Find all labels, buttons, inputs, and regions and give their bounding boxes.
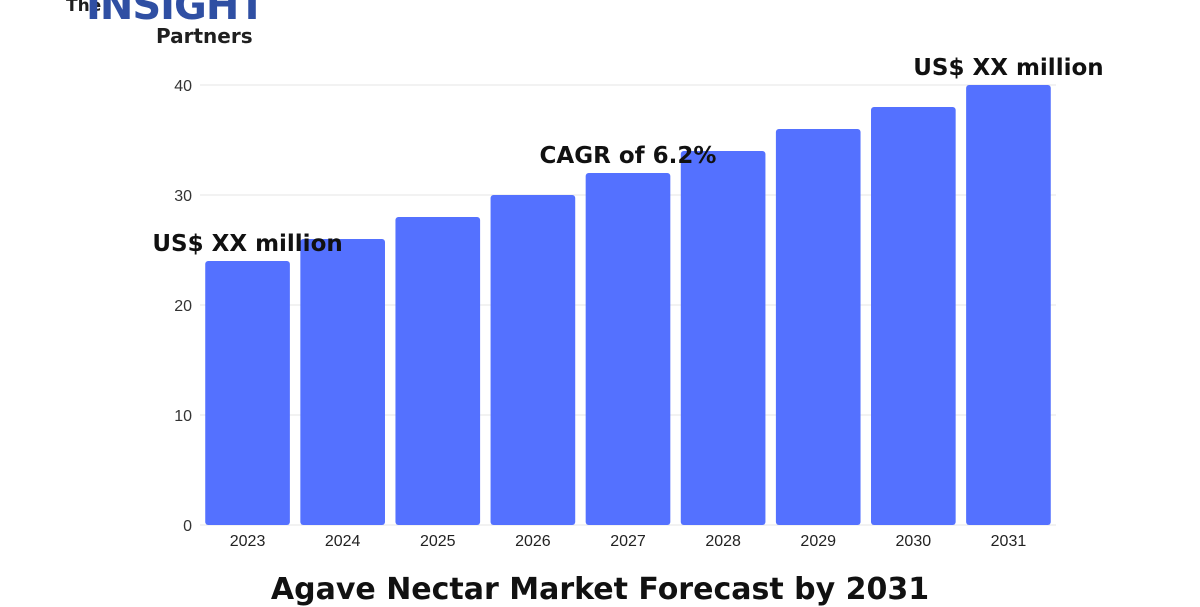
logo-the-text: The (66, 0, 102, 16)
x-tick-label: 2029 (800, 533, 836, 550)
bar-2029 (775, 129, 861, 525)
annotation-label: CAGR of 6.2% (540, 143, 717, 169)
x-axis-ticks: 2023 2024 2025 2026 2027 2028 2029 2030 2031 (230, 533, 1027, 550)
annotations: US$ XX million CAGR of 6.2% US$ XX million (152, 55, 1103, 257)
y-tick-label: 0 (183, 518, 192, 535)
y-tick-label: 20 (174, 298, 192, 315)
bar-2023 (205, 261, 290, 525)
the-insight-partners-logo: The INSIGHT Partners (64, 0, 284, 52)
bar-2026 (490, 195, 576, 525)
logo-partners-text: Partners (156, 24, 253, 48)
chart-title: Agave Nectar Market Forecast by 2031 (270, 572, 930, 607)
y-axis-ticks: 0 10 20 30 40 (174, 78, 192, 535)
x-tick-label: 2030 (896, 533, 932, 550)
bar-2028 (680, 151, 766, 525)
bar-2031 (966, 85, 1051, 525)
bar-2027 (585, 173, 671, 525)
x-tick-label: 2028 (705, 533, 741, 550)
annotation-label: US$ XX million (152, 231, 342, 257)
annotation-label: US$ XX million (913, 55, 1103, 81)
x-tick-label: 2025 (420, 533, 456, 550)
x-tick-label: 2026 (515, 533, 551, 550)
x-tick-label: 2031 (991, 533, 1027, 550)
bars (205, 85, 1051, 525)
logo-insight-text: INSIGHT (86, 0, 266, 29)
bar-2030 (871, 107, 956, 525)
x-tick-label: 2027 (610, 533, 646, 550)
y-tick-label: 10 (174, 408, 192, 425)
x-tick-label: 2024 (325, 533, 361, 550)
bar-2024 (300, 239, 385, 525)
y-tick-label: 30 (174, 188, 192, 205)
bar-2025 (395, 217, 481, 525)
y-tick-label: 40 (174, 78, 192, 95)
x-tick-label: 2023 (230, 533, 266, 550)
